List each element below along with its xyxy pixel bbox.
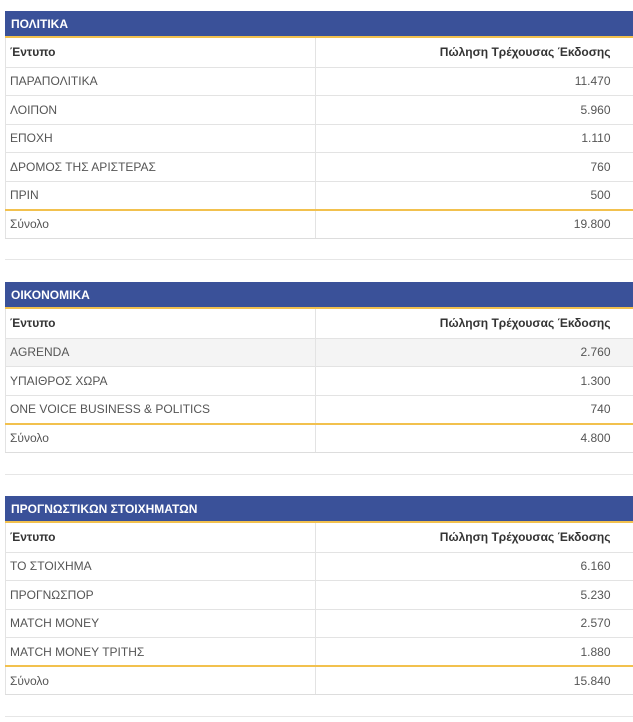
- column-header-name: Έντυπο: [5, 38, 316, 68]
- column-header-value: Πώληση Τρέχουσας Έκδοσης: [315, 523, 624, 553]
- table-row: ΠΡΙΝ 500: [5, 181, 633, 210]
- row-value: 740: [315, 395, 624, 424]
- table-row: ΠΡΟΓΝΩΣΠΟΡ 5.230: [5, 580, 633, 610]
- row-value: 11.470: [315, 67, 624, 96]
- row-name: ΠΡΟΓΝΩΣΠΟΡ: [5, 580, 316, 610]
- table-header-row: Έντυπο Πώληση Τρέχουσας Έκδοσης: [5, 309, 633, 339]
- table-row: ΥΠΑΙΘΡΟΣ ΧΩΡΑ 1.300: [5, 366, 633, 396]
- row-value: 2.760: [315, 338, 624, 367]
- row-name: ΔΡΟΜΟΣ ΤΗΣ ΑΡΙΣΤΕΡΑΣ: [5, 152, 316, 182]
- total-value: 15.840: [315, 665, 624, 695]
- table-header-row: Έντυπο Πώληση Τρέχουσας Έκδοσης: [5, 523, 633, 553]
- row-value: 1.880: [315, 637, 624, 667]
- row-value: 2.570: [315, 609, 624, 638]
- table-total-row: Σύνολο 4.800: [5, 422, 633, 453]
- row-value: 1.300: [315, 366, 624, 396]
- column-header-name: Έντυπο: [5, 309, 316, 339]
- table-total-row: Σύνολο 19.800: [5, 208, 633, 239]
- section-divider: [5, 259, 633, 260]
- row-name: ΕΠΟΧΗ: [5, 124, 316, 153]
- table-row: ΔΡΟΜΟΣ ΤΗΣ ΑΡΙΣΤΕΡΑΣ 760: [5, 152, 633, 182]
- table-row: ΤΟ ΣΤΟΙΧΗΜΑ 6.160: [5, 552, 633, 581]
- row-value: 6.160: [315, 552, 624, 581]
- total-label: Σύνολο: [5, 208, 316, 239]
- row-name: ONE VOICE BUSINESS & POLITICS: [5, 395, 316, 424]
- row-value: 1.110: [315, 124, 624, 153]
- column-header-name: Έντυπο: [5, 523, 316, 553]
- row-name: ΠΑΡΑΠΟΛΙΤΙΚΑ: [5, 67, 316, 96]
- sales-table: Έντυπο Πώληση Τρέχουσας Έκδοσης ΠΑΡΑΠΟΛΙ…: [5, 38, 633, 239]
- column-header-value: Πώληση Τρέχουσας Έκδοσης: [315, 309, 624, 339]
- section-title: ΠΡΟΓΝΩΣΤΙΚΩΝ ΣΤΟΙΧΗΜΑΤΩΝ: [5, 496, 633, 523]
- row-name: MATCH MONEY: [5, 609, 316, 638]
- table-row: ΛΟΙΠΟΝ 5.960: [5, 95, 633, 125]
- total-value: 4.800: [315, 422, 624, 453]
- row-name: ΤΟ ΣΤΟΙΧΗΜΑ: [5, 552, 316, 581]
- row-name: MATCH MONEY ΤΡΙΤΗΣ: [5, 637, 316, 667]
- table-row: MATCH MONEY 2.570: [5, 609, 633, 638]
- table-row: ΠΑΡΑΠΟΛΙΤΙΚΑ 11.470: [5, 67, 633, 96]
- row-value: 5.230: [315, 580, 624, 610]
- section-title: ΟΙΚΟΝΟΜΙΚΑ: [5, 282, 633, 309]
- total-value: 19.800: [315, 208, 624, 239]
- row-value: 760: [315, 152, 624, 182]
- section-title: ΠΟΛΙΤΙΚΑ: [5, 11, 633, 38]
- table-row: AGRENDA 2.760: [5, 338, 633, 367]
- row-name: ΠΡΙΝ: [5, 181, 316, 210]
- table-total-row: Σύνολο 15.840: [5, 665, 633, 695]
- section-prognostikon: ΠΡΟΓΝΩΣΤΙΚΩΝ ΣΤΟΙΧΗΜΑΤΩΝ Έντυπο Πώληση Τ…: [5, 496, 633, 695]
- table-row: ΕΠΟΧΗ 1.110: [5, 124, 633, 153]
- total-label: Σύνολο: [5, 422, 316, 453]
- sales-table: Έντυπο Πώληση Τρέχουσας Έκδοσης AGRENDA …: [5, 309, 633, 453]
- row-name: ΥΠΑΙΘΡΟΣ ΧΩΡΑ: [5, 366, 316, 396]
- row-value: 500: [315, 181, 624, 210]
- section-oikonomika: ΟΙΚΟΝΟΜΙΚΑ Έντυπο Πώληση Τρέχουσας Έκδοσ…: [5, 282, 633, 453]
- section-divider: [5, 716, 633, 717]
- column-header-value: Πώληση Τρέχουσας Έκδοσης: [315, 38, 624, 68]
- row-name: AGRENDA: [5, 338, 316, 367]
- section-divider: [5, 474, 633, 475]
- total-label: Σύνολο: [5, 665, 316, 695]
- section-politika: ΠΟΛΙΤΙΚΑ Έντυπο Πώληση Τρέχουσας Έκδοσης…: [5, 11, 633, 239]
- row-value: 5.960: [315, 95, 624, 125]
- table-row: ONE VOICE BUSINESS & POLITICS 740: [5, 395, 633, 424]
- sales-table: Έντυπο Πώληση Τρέχουσας Έκδοσης ΤΟ ΣΤΟΙΧ…: [5, 523, 633, 695]
- table-header-row: Έντυπο Πώληση Τρέχουσας Έκδοσης: [5, 38, 633, 68]
- table-row: MATCH MONEY ΤΡΙΤΗΣ 1.880: [5, 637, 633, 667]
- row-name: ΛΟΙΠΟΝ: [5, 95, 316, 125]
